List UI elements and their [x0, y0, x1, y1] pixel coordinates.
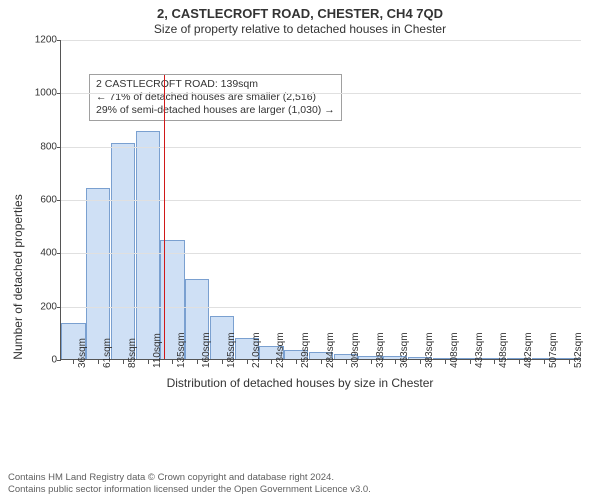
marker-line — [164, 75, 165, 359]
x-tick-mark — [494, 360, 495, 364]
x-tick-mark — [148, 360, 149, 364]
x-tick-label: 259sqm — [300, 332, 311, 368]
x-tick-label: 338sqm — [375, 332, 386, 368]
x-tick-label: 160sqm — [201, 332, 212, 368]
annotation-line: 29% of semi-detached houses are larger (… — [96, 104, 335, 117]
x-tick-label: 36sqm — [77, 338, 88, 368]
chart-area: Number of detached properties 2 CASTLECR… — [0, 40, 600, 440]
x-tick-mark — [123, 360, 124, 364]
grid-line — [61, 40, 581, 41]
x-tick-mark — [445, 360, 446, 364]
x-tick-mark — [395, 360, 396, 364]
y-axis-label-wrap: Number of detached properties — [8, 80, 20, 480]
histogram-bar — [136, 131, 160, 359]
x-tick-mark — [222, 360, 223, 364]
x-tick-mark — [98, 360, 99, 364]
plot-region: 2 CASTLECROFT ROAD: 139sqm← 71% of detac… — [60, 40, 580, 360]
y-tick-label: 0 — [21, 355, 61, 366]
y-tick-label: 200 — [21, 301, 61, 312]
x-tick-mark — [73, 360, 74, 364]
x-tick-label: 309sqm — [350, 332, 361, 368]
page-title: 2, CASTLECROFT ROAD, CHESTER, CH4 7QD — [0, 0, 600, 21]
x-axis-title: Distribution of detached houses by size … — [0, 376, 600, 390]
y-tick-label: 400 — [21, 248, 61, 259]
x-tick-mark — [247, 360, 248, 364]
x-tick-label: 482sqm — [523, 332, 534, 368]
histogram-bar — [111, 143, 135, 359]
page-subtitle: Size of property relative to detached ho… — [0, 21, 600, 38]
y-tick-label: 600 — [21, 195, 61, 206]
x-tick-label: 408sqm — [449, 332, 460, 368]
x-tick-label: 185sqm — [226, 332, 237, 368]
annotation-line: 2 CASTLECROFT ROAD: 139sqm — [96, 78, 335, 91]
x-tick-label: 383sqm — [424, 332, 435, 368]
x-tick-mark — [172, 360, 173, 364]
y-tick-label: 1000 — [21, 88, 61, 99]
x-tick-label: 61sqm — [102, 338, 113, 368]
x-tick-label: 135sqm — [176, 332, 187, 368]
x-tick-label: 210sqm — [251, 332, 262, 368]
x-tick-mark — [544, 360, 545, 364]
annotation-box: 2 CASTLECROFT ROAD: 139sqm← 71% of detac… — [89, 74, 342, 121]
x-tick-label: 234sqm — [275, 332, 286, 368]
x-tick-mark — [271, 360, 272, 364]
grid-line — [61, 200, 581, 201]
footer-line-1: Contains HM Land Registry data © Crown c… — [8, 472, 592, 484]
x-tick-mark — [371, 360, 372, 364]
grid-line — [61, 147, 581, 148]
x-tick-mark — [470, 360, 471, 364]
y-tick-label: 1200 — [21, 35, 61, 46]
footer: Contains HM Land Registry data © Crown c… — [8, 472, 592, 496]
x-tick-mark — [420, 360, 421, 364]
x-tick-mark — [321, 360, 322, 364]
x-tick-label: 532sqm — [573, 332, 584, 368]
chart-container: 2, CASTLECROFT ROAD, CHESTER, CH4 7QD Si… — [0, 0, 600, 500]
x-tick-label: 363sqm — [399, 332, 410, 368]
x-tick-mark — [569, 360, 570, 364]
y-axis-label: Number of detached properties — [11, 177, 25, 377]
x-tick-mark — [346, 360, 347, 364]
x-tick-label: 284sqm — [325, 332, 336, 368]
x-tick-label: 110sqm — [152, 333, 163, 368]
x-tick-mark — [296, 360, 297, 364]
y-tick-label: 800 — [21, 141, 61, 152]
x-tick-label: 458sqm — [498, 332, 509, 368]
x-tick-mark — [197, 360, 198, 364]
grid-line — [61, 253, 581, 254]
x-tick-mark — [519, 360, 520, 364]
histogram-bar — [86, 188, 110, 359]
x-tick-label: 433sqm — [474, 332, 485, 368]
footer-line-2: Contains public sector information licen… — [8, 484, 592, 496]
x-tick-label: 85sqm — [127, 338, 138, 368]
grid-line — [61, 307, 581, 308]
grid-line — [61, 93, 581, 94]
x-tick-label: 507sqm — [548, 332, 559, 368]
